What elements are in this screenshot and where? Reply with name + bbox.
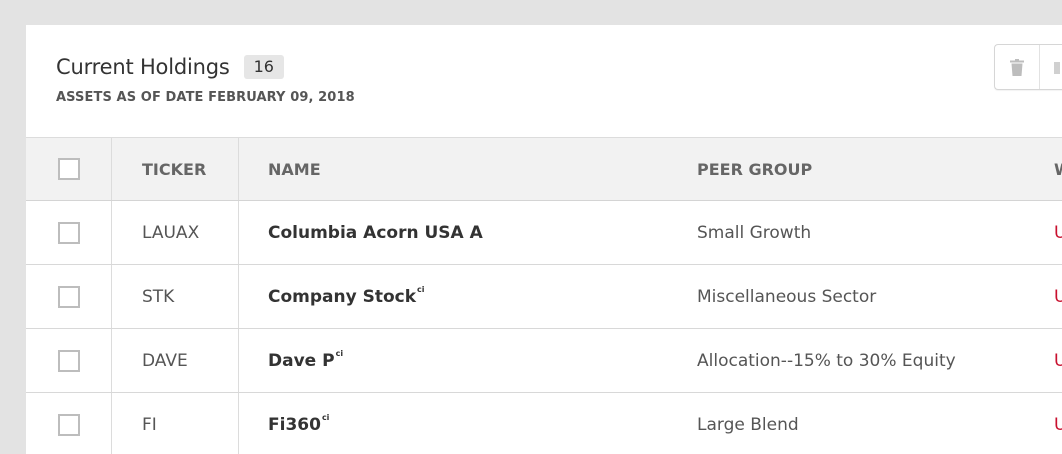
column-header-peer-group[interactable]: PEER GROUP	[697, 159, 813, 179]
peer-group-cell: Miscellaneous Sector	[697, 286, 877, 307]
holdings-table: TICKER NAME PEER GROUP W LAUAX Columbia …	[26, 137, 1062, 454]
table-row[interactable]: FI Fi360 ci Large Blend U	[26, 393, 1062, 454]
row-check-cell	[26, 329, 112, 392]
row-checkbox[interactable]	[57, 221, 80, 244]
ci-badge: ci	[417, 284, 425, 294]
w-cell: U	[1054, 201, 1062, 264]
name-wrap: Dave P ci	[268, 348, 344, 371]
table-row[interactable]: LAUAX Columbia Acorn USA A Small Growth …	[26, 201, 1062, 265]
ticker-cell: FI	[112, 393, 239, 454]
holding-name[interactable]: Dave P	[268, 350, 335, 371]
delete-button[interactable]	[995, 45, 1039, 89]
name-cell: Dave P ci	[268, 329, 688, 392]
trash-icon	[1010, 58, 1024, 76]
ci-badge: ci	[335, 348, 344, 358]
name-cell: Fi360 ci	[268, 393, 688, 454]
column-header-name[interactable]: NAME	[268, 159, 321, 179]
ticker-cell: DAVE	[112, 329, 239, 392]
assets-date-subtitle: ASSETS AS OF DATE FEBRUARY 09, 2018	[56, 90, 355, 105]
header-check-cell	[26, 138, 112, 200]
row-checkbox[interactable]	[57, 285, 80, 308]
table-row[interactable]: STK Company Stock ci Miscellaneous Secto…	[26, 265, 1062, 329]
row-check-cell	[26, 201, 112, 264]
w-value: U	[1054, 286, 1062, 307]
name-wrap: Company Stock ci	[268, 284, 425, 307]
page-title: Current Holdings	[56, 55, 230, 79]
holding-name[interactable]: Columbia Acorn USA A	[268, 222, 483, 243]
holding-name[interactable]: Company Stock	[268, 286, 417, 307]
holding-name[interactable]: Fi360	[268, 414, 321, 435]
name-cell: Company Stock ci	[268, 265, 688, 328]
ci-badge: ci	[321, 412, 330, 422]
w-value: U	[1054, 414, 1062, 435]
ticker-cell: LAUAX	[112, 201, 239, 264]
compare-icon	[1054, 61, 1060, 74]
column-header-ticker[interactable]: TICKER	[112, 138, 239, 200]
row-checkbox[interactable]	[57, 349, 80, 372]
peer-group-cell: Large Blend	[697, 414, 799, 435]
w-cell: U	[1054, 329, 1062, 392]
title-row: Current Holdings 16	[56, 55, 284, 79]
name-wrap: Fi360 ci	[268, 412, 330, 435]
w-cell: U	[1054, 265, 1062, 328]
table-row[interactable]: DAVE Dave P ci Allocation--15% to 30% Eq…	[26, 329, 1062, 393]
select-all-checkbox[interactable]	[57, 158, 80, 180]
action-toolbar	[994, 44, 1062, 90]
peer-group-cell: Small Growth	[697, 222, 812, 243]
row-checkbox[interactable]	[57, 413, 80, 436]
column-header-w[interactable]: W	[1054, 138, 1062, 200]
peer-group-cell: Allocation--15% to 30% Equity	[697, 350, 956, 371]
w-cell: U	[1054, 393, 1062, 454]
holdings-card: Current Holdings 16 ASSETS AS OF DATE FE…	[26, 25, 1062, 454]
table-header: TICKER NAME PEER GROUP W	[26, 137, 1062, 201]
compare-button[interactable]	[1039, 45, 1062, 89]
ticker-cell: STK	[112, 265, 239, 328]
name-cell: Columbia Acorn USA A	[268, 201, 688, 264]
row-check-cell	[26, 265, 112, 328]
holdings-count-badge: 16	[243, 55, 284, 79]
row-check-cell	[26, 393, 112, 454]
name-wrap: Columbia Acorn USA A	[268, 223, 484, 243]
w-value: U	[1054, 222, 1062, 243]
w-value: U	[1054, 350, 1062, 371]
